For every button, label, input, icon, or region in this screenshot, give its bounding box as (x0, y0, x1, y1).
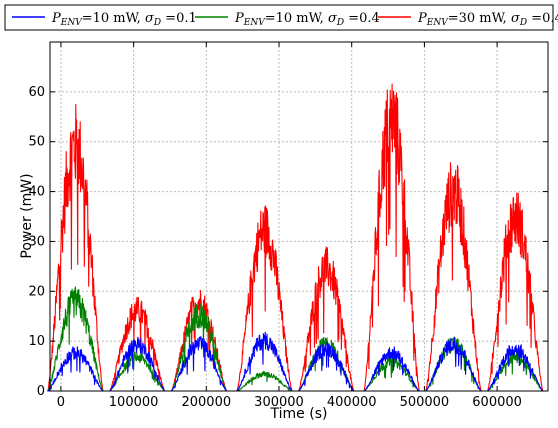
legend-box (4, 4, 554, 31)
x-tick-label: 100000 (109, 395, 159, 410)
plot-frame (49, 41, 549, 392)
y-tick-label: 10 (28, 334, 45, 349)
series-path (47, 286, 544, 392)
x-axis-label: Time (s) (270, 406, 328, 422)
legend-item: PENV=30 mW, σD =0.4 (378, 11, 558, 28)
y-tick-label: 30 (28, 234, 45, 249)
y-tick-label: 20 (28, 284, 45, 299)
axis-ticks: 0 100000 200000 300000 400000 500000 600000 0 10… (28, 42, 548, 410)
series-line (47, 286, 544, 392)
x-tick-label: 400000 (327, 395, 377, 410)
y-tick-label: 40 (28, 185, 45, 200)
legend-item: PENV=10 mW, σD =0.1 (12, 11, 197, 28)
legend-label: PENV=10 mW, σD =0.4 (234, 11, 380, 28)
x-tick-label: 300000 (254, 395, 304, 410)
x-tick-label: 500000 (400, 395, 450, 410)
legend-item: PENV=10 mW, σD =0.4 (195, 11, 380, 28)
series-layer (47, 83, 544, 392)
x-tick-label: 0 (57, 395, 65, 410)
y-tick-label: 50 (28, 135, 45, 150)
x-tick-label: 600000 (472, 395, 522, 410)
series-line (47, 83, 544, 392)
y-tick-label: 60 (28, 85, 45, 100)
y-tick-label: 0 (37, 384, 45, 399)
legend: PENV=10 mW, σD =0.1 PENV=10 mW, σD =0.4 PE… (4, 4, 558, 31)
y-axis-label: Power (mW) (19, 173, 35, 258)
series-path (47, 83, 544, 392)
legend-label: PENV=10 mW, σD =0.1 (51, 11, 197, 28)
x-tick-label: 200000 (181, 395, 231, 410)
legend-label: PENV=30 mW, σD =0.4 (417, 11, 558, 28)
